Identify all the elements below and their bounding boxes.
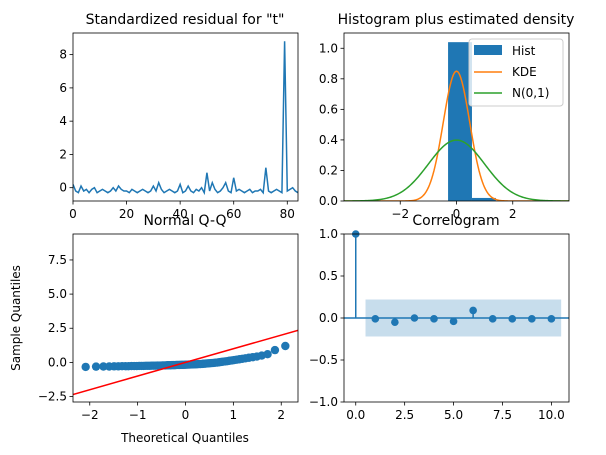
residual-plot-area: 0 20 40 60 80 0 2 4 6 8 <box>59 41 298 221</box>
legend-hist-label: Hist <box>512 44 536 58</box>
histogram-ytick-label: 0.6 <box>319 102 338 116</box>
qq-plot-area: −2 −1 0 1 2 −2.5 0.0 2.5 5.0 7.5 <box>38 238 309 422</box>
correlogram-ytick-label: 0.5 <box>319 269 338 283</box>
residual-xtick-label: 60 <box>226 207 241 221</box>
histogram-panel: Histogram plus estimated density −2 0 2 0.0… <box>319 12 574 221</box>
qq-point <box>301 238 309 246</box>
correlogram-title: Correlogram <box>412 213 499 229</box>
qq-xtick-label: 0 <box>182 408 190 422</box>
qq-xtick-label: −2 <box>81 408 99 422</box>
histogram-ytick-label: 0.0 <box>319 194 338 208</box>
residual-ytick-label: 6 <box>59 81 67 95</box>
histogram-xtick-label: 0 <box>453 207 461 221</box>
acf-marker <box>391 318 399 327</box>
correlogram-xtick-label: 5.0 <box>444 408 463 422</box>
correlogram-xtick-label: 2.5 <box>395 408 414 422</box>
residual-xtick-label: 20 <box>119 207 134 221</box>
qq-point <box>81 362 90 372</box>
histogram-bar <box>448 42 472 201</box>
residual-line <box>73 41 298 196</box>
acf-marker <box>547 315 556 323</box>
residual-ytick-label: 0 <box>59 181 67 195</box>
qq-point <box>270 345 280 355</box>
residual-xtick-label: 0 <box>69 207 77 221</box>
qq-ytick-label: 2.5 <box>48 321 67 335</box>
correlogram-ytick-label: 1.0 <box>319 227 338 241</box>
acf-marker <box>449 317 458 326</box>
residual-xtick-label: 40 <box>173 207 188 221</box>
legend-normal-label: N(0,1) <box>512 86 549 100</box>
legend-hist-swatch <box>474 45 502 55</box>
correlogram-xtick-label: 10.0 <box>538 408 565 422</box>
histogram-ytick-label: 0.4 <box>319 133 338 147</box>
qq-ytick-label: 7.5 <box>48 253 67 267</box>
legend-box <box>468 38 564 107</box>
residual-xtick-label: 80 <box>280 207 295 221</box>
qq-xtick-label: 2 <box>277 408 285 422</box>
histogram-ytick-label: 1.0 <box>319 41 338 55</box>
correlogram-plot-area: 0.0 2.5 5.0 7.5 10.0 −1.0 −0.5 0.0 0.5 1.0 <box>309 227 569 422</box>
histogram-plot-area: −2 0 2 0.0 0.2 0.4 0.6 0.8 1.0 <box>319 41 569 221</box>
correlogram-ytick-label: −1.0 <box>309 395 338 409</box>
correlogram-ytick-label: 0.0 <box>319 311 338 325</box>
qq-xtick-label: 1 <box>230 408 238 422</box>
qq-point <box>263 349 272 359</box>
histogram-xtick-label: −2 <box>391 207 409 221</box>
normal-line <box>344 139 569 201</box>
qq-frame <box>72 233 299 403</box>
residual-panel: Standardized residual for "t" 0 20 40 60 800… <box>59 12 299 221</box>
acf-marker <box>488 315 497 323</box>
acf-marker <box>410 314 419 322</box>
acf-marker <box>371 315 380 323</box>
qq-ylabel: Sample Quantiles <box>9 265 23 371</box>
residual-ytick-label: 8 <box>59 48 67 62</box>
qq-xtick-label: −1 <box>129 408 147 422</box>
residual-frame <box>72 32 299 202</box>
acf-marker <box>528 315 536 323</box>
correlogram-xtick-label: 7.5 <box>493 408 512 422</box>
qq-panel: −2 −1 0 1 2 −2.5 0.0 2.5 5.0 7.5 Theoretical Quan… <box>9 213 309 445</box>
correlogram-xtick-label: 0.0 <box>346 408 365 422</box>
histogram-xtick-label: 2 <box>509 207 517 221</box>
qq-ytick-label: 0.0 <box>48 355 67 369</box>
qq-point <box>99 362 108 371</box>
qq-title: Normal Q-Q <box>143 213 226 229</box>
histogram-title: Histogram plus estimated density <box>338 12 575 28</box>
qq-point <box>281 341 290 351</box>
residual-title: Standardized residual for "t" <box>86 12 285 28</box>
histogram-legend: Hist KDE N(0,1) <box>468 38 564 107</box>
correlogram-frame <box>343 233 570 403</box>
legend-kde-label: KDE <box>512 65 537 79</box>
acf-marker <box>508 315 517 323</box>
acf-marker <box>469 306 477 315</box>
histogram-ytick-label: 0.8 <box>319 72 338 86</box>
histogram-ytick-label: 0.2 <box>319 163 338 177</box>
qq-point <box>91 362 101 371</box>
residual-ytick-label: 2 <box>59 147 67 161</box>
qq-ytick-label: −2.5 <box>38 390 67 404</box>
residual-ytick-label: 4 <box>59 114 67 128</box>
histogram-bar <box>471 197 496 201</box>
qq-xlabel: Theoretical Quantiles <box>120 431 249 445</box>
qq-ytick-label: 5.0 <box>48 287 67 301</box>
correlogram-panel: 0.0 2.5 5.0 7.5 10.0 −1.0 −0.5 0.0 0.5 1.0 Correl… <box>309 213 570 422</box>
histogram-frame <box>343 32 570 202</box>
qq-reference-line <box>73 329 298 396</box>
acf-marker <box>430 315 438 323</box>
correlogram-ytick-label: −0.5 <box>309 353 338 367</box>
